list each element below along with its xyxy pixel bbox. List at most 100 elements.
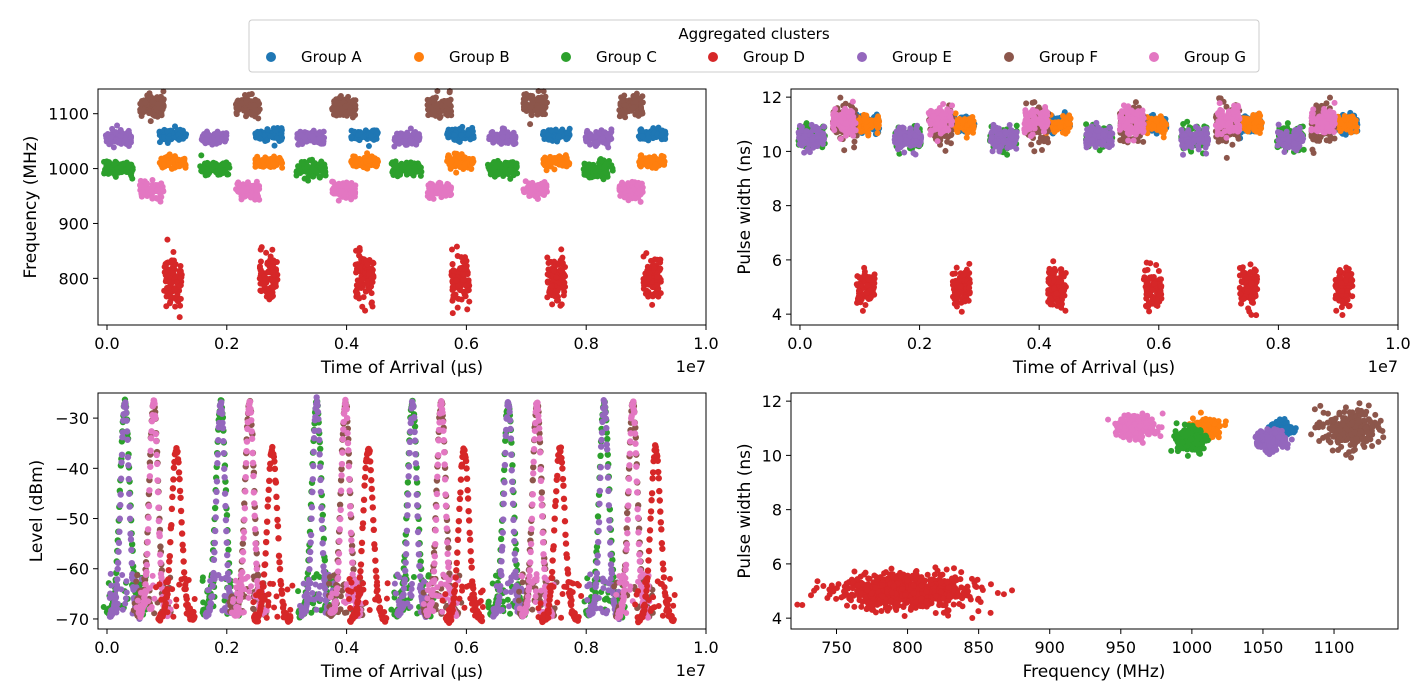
toa-frequency-point-group-f <box>252 96 259 103</box>
toa-frequency-point-group-e <box>128 133 135 140</box>
toa-pulsewidth-point-group-b <box>1338 120 1345 127</box>
toa-frequency-point-group-d <box>466 298 473 305</box>
toa-frequency-point-group-d <box>267 253 274 260</box>
toa-frequency-point-group-d <box>369 303 376 310</box>
toa-frequency-point-group-f <box>534 105 541 112</box>
toa-frequency-point-group-f <box>243 97 250 104</box>
toa-frequency-point-group-f <box>233 111 240 118</box>
toa-frequency-point-group-c <box>297 168 304 175</box>
toa-frequency-point-group-e <box>125 139 132 146</box>
legend-entry-group-e: Group E <box>857 48 952 66</box>
toa-frequency-point-group-d <box>170 261 177 268</box>
toa-pulsewidth-points <box>795 94 1361 319</box>
toa-frequency-point-group-c <box>395 169 402 176</box>
toa-frequency-point-group-b <box>643 158 650 165</box>
toa-frequency-point-group-a <box>365 143 372 150</box>
toa-frequency-points <box>101 88 669 321</box>
toa-frequency-point-group-c <box>129 175 136 182</box>
toa-pulsewidth-point-group-b <box>1160 117 1167 124</box>
toa-frequency-point-group-f <box>520 103 527 110</box>
toa-frequency-point-group-f <box>630 104 637 111</box>
toa-frequency-point-group-c <box>128 169 135 176</box>
toa-frequency-point-group-d <box>453 277 460 284</box>
toa-frequency-point-group-d <box>560 292 567 299</box>
toa-frequency-point-group-d <box>264 260 271 267</box>
toa-pulsewidth-point-group-b <box>963 134 970 141</box>
toa-pulsewidth-point-group-b <box>1253 118 1260 125</box>
toa-frequency-point-group-e <box>205 131 212 138</box>
legend-label-group-a: Group A <box>301 48 362 66</box>
toa-frequency-point-group-d <box>455 295 462 302</box>
toa-pulsewidth-point-group-b <box>1246 124 1253 131</box>
toa-frequency-frame <box>97 88 707 326</box>
toa-frequency-point-group-e <box>112 129 119 136</box>
toa-frequency-point-group-e <box>493 135 500 142</box>
toa-frequency-point-group-c <box>609 165 616 172</box>
toa-frequency-point-group-d <box>454 304 461 311</box>
toa-frequency-point-group-d <box>654 282 661 289</box>
toa-frequency-point-group-c <box>303 168 310 175</box>
toa-frequency-point-group-g <box>350 189 357 196</box>
toa-frequency-point-group-d <box>265 290 272 297</box>
toa-frequency-xlabel: Time of Arrival (µs) <box>320 358 483 378</box>
toa-frequency-point-group-g <box>625 197 632 204</box>
toa-frequency-point-group-a <box>548 127 555 134</box>
toa-frequency-point-group-d <box>654 274 661 281</box>
legend-entry-group-b: Group B <box>414 48 510 66</box>
toa-frequency-point-group-a <box>458 132 465 139</box>
toa-frequency-series-group-d <box>161 236 664 321</box>
toa-frequency-point-group-b <box>271 153 278 160</box>
toa-frequency-point-group-e <box>407 137 414 144</box>
toa-frequency-point-group-c <box>502 161 509 168</box>
toa-frequency-point-group-a <box>183 131 190 138</box>
toa-frequency-point-group-d <box>646 269 653 276</box>
toa-frequency-point-group-e <box>498 140 505 147</box>
toa-frequency-point-group-b <box>363 165 370 172</box>
toa-frequency-point-group-e <box>509 133 516 140</box>
toa-frequency-point-group-g <box>235 188 242 195</box>
toa-frequency-point-group-c <box>318 160 325 167</box>
toa-frequency-xtick-label: 1.0 <box>693 334 718 353</box>
legend-label-group-g: Group G <box>1184 48 1246 66</box>
toa-frequency-point-group-d <box>359 276 366 283</box>
toa-frequency-point-group-g <box>524 184 531 191</box>
toa-frequency-point-group-d <box>450 292 457 299</box>
toa-frequency-point-group-f <box>425 112 432 119</box>
toa-pulsewidth-point-group-b <box>1346 122 1353 129</box>
toa-frequency-point-group-b <box>456 153 463 160</box>
toa-frequency-point-group-e <box>391 143 398 150</box>
toa-frequency-point-group-c <box>417 164 424 171</box>
toa-frequency-point-group-a <box>175 132 182 139</box>
toa-frequency-point-group-g <box>446 186 453 193</box>
toa-frequency-point-group-f <box>638 105 645 112</box>
toa-frequency-point-group-d <box>463 257 470 264</box>
toa-frequency-point-group-f <box>243 111 250 118</box>
toa-frequency-point-group-d <box>257 267 264 274</box>
toa-frequency-point-group-d <box>353 268 360 275</box>
toa-frequency-point-group-c <box>411 164 418 171</box>
toa-frequency-point-group-d <box>365 270 372 277</box>
toa-frequency-point-group-f <box>147 118 154 125</box>
toa-frequency-point-group-d <box>164 236 171 243</box>
toa-frequency-point-group-b <box>160 156 167 163</box>
toa-pulsewidth-point-group-b <box>970 129 977 136</box>
toa-frequency-point-group-c <box>600 176 607 183</box>
toa-frequency-point-group-e <box>512 139 519 146</box>
toa-frequency-point-group-d <box>457 265 464 272</box>
toa-frequency-point-group-f <box>137 106 144 113</box>
toa-frequency-xtick-label: 0.6 <box>454 334 479 353</box>
toa-frequency-point-group-b <box>277 157 284 164</box>
toa-frequency-point-group-g <box>338 187 345 194</box>
toa-frequency-point-group-f <box>446 107 453 114</box>
toa-frequency-point-group-b <box>270 160 277 167</box>
toa-frequency-point-group-d <box>449 297 456 304</box>
toa-frequency-point-group-b <box>649 157 656 164</box>
toa-frequency-point-group-d <box>368 290 375 297</box>
toa-frequency-point-group-a <box>451 132 458 139</box>
toa-frequency-point-group-g <box>340 182 347 189</box>
toa-frequency-point-group-d <box>171 286 178 293</box>
toa-frequency-point-group-d <box>164 284 171 291</box>
toa-frequency-point-group-a <box>546 136 553 143</box>
toa-frequency-point-group-f <box>250 102 257 109</box>
